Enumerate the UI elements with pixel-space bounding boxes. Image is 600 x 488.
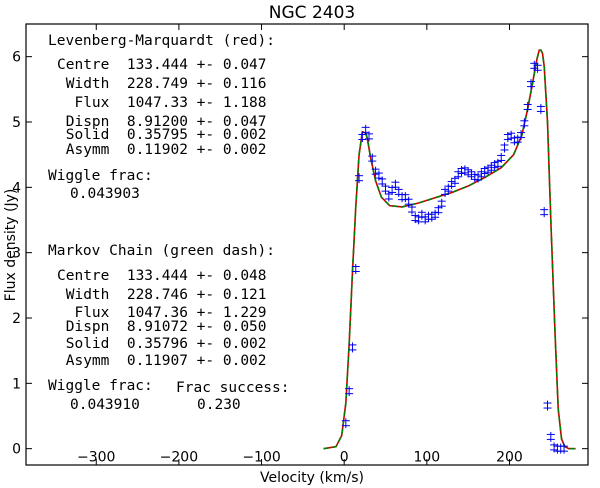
x-tick-label: 200 bbox=[496, 450, 523, 466]
y-tick-label: 4 bbox=[12, 180, 21, 196]
y-tick-label: 0 bbox=[12, 442, 21, 458]
data-point bbox=[441, 186, 450, 197]
data-point bbox=[401, 192, 410, 203]
data-point bbox=[431, 209, 440, 220]
data-point bbox=[427, 211, 436, 222]
fit-line-green-dash bbox=[323, 49, 576, 450]
y-tick-label: 6 bbox=[12, 50, 21, 66]
data-point bbox=[517, 130, 526, 141]
x-tick-label: 0 bbox=[340, 450, 349, 466]
y-tick-label: 3 bbox=[12, 246, 21, 262]
y-tick-label: 1 bbox=[12, 376, 21, 392]
data-point bbox=[371, 166, 380, 177]
y-tick-label: 5 bbox=[12, 115, 21, 131]
data-point bbox=[378, 176, 387, 187]
lm-row-centre: Centre 133.444 +- 0.047 bbox=[57, 57, 267, 73]
data-point bbox=[460, 165, 469, 176]
data-point bbox=[474, 172, 483, 183]
data-point bbox=[398, 192, 407, 203]
data-point bbox=[351, 264, 360, 274]
data-point bbox=[437, 198, 446, 209]
mc-row-flux: Flux 1047.36 +- 1.229 bbox=[57, 305, 267, 321]
data-point bbox=[560, 443, 569, 454]
data-points bbox=[341, 60, 569, 454]
x-tick-label: 100 bbox=[413, 450, 440, 466]
data-point bbox=[417, 209, 426, 220]
data-point bbox=[345, 386, 354, 397]
mc-wiggle-value: 0.043910 bbox=[70, 397, 140, 413]
x-tick-label: −200 bbox=[160, 450, 198, 466]
data-point bbox=[546, 431, 555, 442]
mc-row-centre: Centre 133.444 +- 0.048 bbox=[57, 268, 267, 284]
data-point bbox=[341, 418, 350, 429]
mc-row-width: Width 228.746 +- 0.121 bbox=[57, 287, 267, 303]
lm-row-flux: Flux 1047.33 +- 1.188 bbox=[57, 95, 267, 111]
data-point bbox=[384, 191, 393, 202]
data-point bbox=[348, 342, 357, 353]
model-lines bbox=[323, 49, 576, 450]
data-point bbox=[361, 124, 370, 135]
success-label: Frac success: bbox=[176, 380, 290, 396]
lm-row-dispn: Dispn 8.91200 +- 0.047 bbox=[57, 114, 267, 130]
data-point bbox=[434, 205, 443, 216]
mc-row-solid: Solid 0.35796 +- 0.002 bbox=[57, 336, 267, 352]
x-tick-label: −100 bbox=[242, 450, 280, 466]
data-point bbox=[536, 103, 545, 114]
data-point bbox=[364, 131, 373, 142]
lm-wiggle-value: 0.043903 bbox=[70, 186, 140, 202]
y-axis-label: Flux density (Jy) bbox=[3, 189, 19, 302]
data-point bbox=[454, 169, 463, 180]
mc-row-dispn: Dispn 8.91072 +- 0.050 bbox=[57, 319, 267, 335]
y-tick-label: 2 bbox=[12, 311, 21, 327]
mc-wiggle-label: Wiggle frac: bbox=[48, 378, 153, 394]
data-point bbox=[526, 79, 535, 90]
mc-row-asymm: Asymm 0.11907 +- 0.002 bbox=[57, 353, 267, 369]
lm-row-solid: Solid 0.35795 +- 0.002 bbox=[57, 127, 267, 143]
chart-title: NGC 2403 bbox=[269, 3, 355, 23]
fit-results: Levenberg-Marquardt (red): Centre 133.44… bbox=[48, 33, 290, 413]
data-point bbox=[368, 153, 377, 164]
lm-row-width: Width 228.749 +- 0.116 bbox=[57, 76, 267, 92]
data-point bbox=[520, 118, 529, 129]
mc-header: Markov Chain (green dash): bbox=[48, 243, 275, 259]
data-point bbox=[540, 207, 549, 218]
data-point bbox=[523, 101, 532, 112]
fit-line-red bbox=[323, 49, 576, 450]
data-point bbox=[530, 60, 539, 71]
data-point bbox=[500, 142, 509, 153]
lm-wiggle-label: Wiggle frac: bbox=[48, 168, 153, 184]
data-point bbox=[381, 183, 390, 194]
data-point bbox=[355, 173, 364, 184]
data-point bbox=[497, 152, 506, 163]
data-point bbox=[543, 400, 552, 411]
data-point bbox=[394, 186, 403, 197]
data-point bbox=[447, 179, 456, 190]
data-point bbox=[533, 62, 542, 73]
lm-header: Levenberg-Marquardt (red): bbox=[48, 33, 275, 49]
data-point bbox=[407, 204, 416, 215]
data-point bbox=[358, 132, 367, 143]
x-axis-label: Velocity (km/s) bbox=[260, 470, 364, 486]
x-tick-label: −300 bbox=[77, 450, 115, 466]
data-point bbox=[450, 175, 459, 186]
axis-ticks: −300 −200 −100 0 100 200 0 1 2 3 4 5 6 bbox=[12, 24, 588, 466]
success-value: 0.230 bbox=[197, 397, 241, 413]
plot-frame bbox=[25, 23, 589, 466]
data-point bbox=[391, 179, 400, 190]
data-point bbox=[404, 196, 413, 207]
lm-row-asymm: Asymm 0.11902 +- 0.002 bbox=[57, 142, 267, 158]
